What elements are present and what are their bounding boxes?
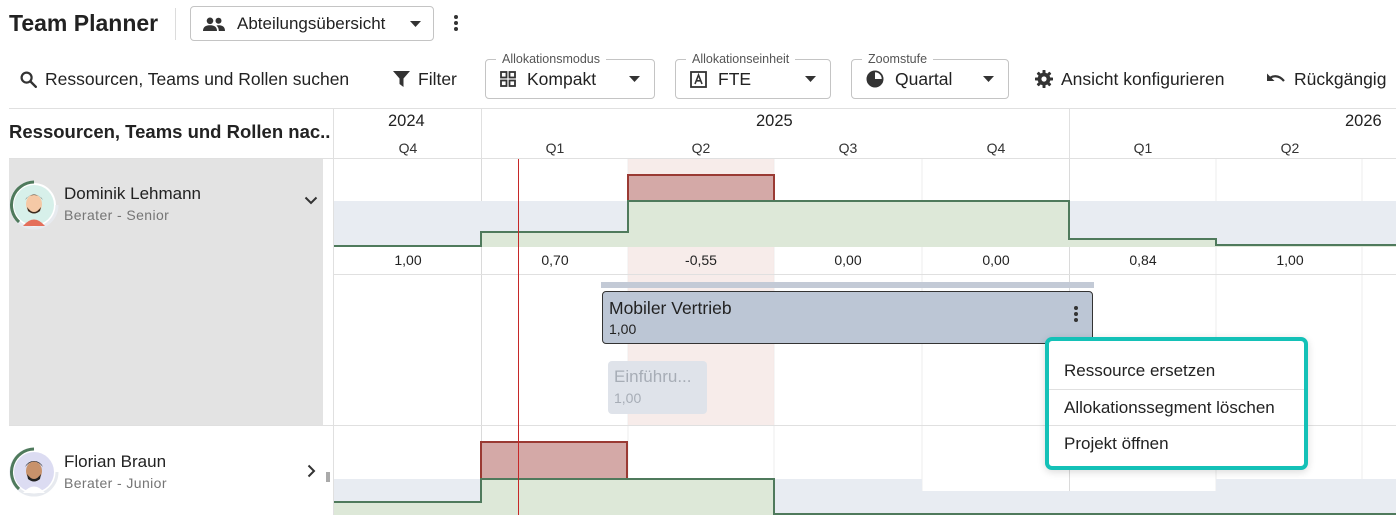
year-separator <box>481 108 482 158</box>
allocation-mode-legend: Allokationsmodus <box>496 52 606 66</box>
filter-label: Filter <box>418 68 457 89</box>
caret-down-icon <box>805 76 816 82</box>
allocation-unit-select[interactable]: Allokationseinheit FTE <box>675 52 831 99</box>
caret-down-icon <box>983 76 994 82</box>
resize-handle-icon[interactable] <box>326 472 330 482</box>
zoom-level-value: Quartal <box>895 68 953 89</box>
more-options-icon[interactable] <box>1074 306 1078 322</box>
undo-button[interactable]: Rückgängig <box>1266 65 1386 93</box>
app-title: Team Planner <box>9 10 159 36</box>
allocation-card-mobiler-vertrieb[interactable]: Mobiler Vertrieb 1,00 <box>602 291 1093 344</box>
zoom-level-legend: Zoomstufe <box>862 52 934 66</box>
availability-value: 1,00 <box>394 252 422 268</box>
allocation-project-name: Mobiler Vertrieb <box>609 298 732 318</box>
configure-view-label: Ansicht konfigurieren <box>1061 68 1225 89</box>
allocation-value: 1,00 <box>609 321 637 337</box>
zoom-level-select[interactable]: Zoomstufe Quartal <box>851 52 1009 99</box>
search-label: Ressourcen, Teams und Rollen suchen <box>45 68 350 89</box>
availability-value: -0,55 <box>685 252 717 268</box>
letter-a-box-icon <box>690 70 707 88</box>
view-selector-button[interactable]: Abteilungsübersicht <box>190 6 434 41</box>
menu-item-open-project[interactable]: Projekt öffnen <box>1049 425 1304 461</box>
quarter-label: Q2 <box>691 140 711 156</box>
resource-name: Dominik Lehmann <box>64 184 202 203</box>
quarter-label: Q1 <box>1133 140 1153 156</box>
menu-item-replace-resource[interactable]: Ressource ersetzen <box>1064 361 1216 380</box>
allocation-mode-value: Kompakt <box>527 68 597 89</box>
undo-label: Rückgängig <box>1294 68 1387 89</box>
year-label: 2026 <box>1345 112 1382 130</box>
availability-value: 1,00 <box>1276 252 1304 268</box>
row-separator <box>9 425 1396 426</box>
quarter-label: Q1 <box>545 140 565 156</box>
undo-icon <box>1266 72 1286 86</box>
caret-down-icon <box>410 20 421 27</box>
resource-row-dominik-lehmann[interactable] <box>9 159 323 425</box>
quarter-label: Q4 <box>398 140 418 156</box>
filter-icon <box>393 71 410 87</box>
search-button[interactable]: Ressourcen, Teams und Rollen suchen <box>20 65 349 93</box>
availability-value: 0,84 <box>1129 252 1157 268</box>
allocation-mode-select[interactable]: Allokationsmodus Kompakt <box>485 52 655 99</box>
pie-clock-icon <box>866 70 884 88</box>
grid-icon <box>500 71 516 87</box>
title-divider <box>175 8 176 40</box>
availability-value: 0,00 <box>834 252 862 268</box>
gear-icon <box>1035 70 1053 88</box>
avatar <box>9 447 59 497</box>
header-bottom-line <box>9 158 1396 159</box>
resource-column-header[interactable]: Ressourcen, Teams und Rollen nac... <box>9 121 331 142</box>
year-label: 2024 <box>388 112 425 130</box>
quarter-label: Q4 <box>986 140 1006 156</box>
availability-value: 0,00 <box>982 252 1010 268</box>
allocation-card-einfuehrung[interactable]: Einführu... 1,00 <box>608 361 707 414</box>
header-top-line <box>9 108 1396 109</box>
resource-role: Berater - Senior <box>64 207 170 223</box>
today-marker-line <box>518 159 519 515</box>
view-selector-label: Abteilungsübersicht <box>237 13 386 33</box>
resource-role: Berater - Junior <box>64 475 167 491</box>
capacity-chart-florian <box>334 426 1396 515</box>
allocation-unit-legend: Allokationseinheit <box>686 52 796 66</box>
caret-down-icon <box>629 76 640 82</box>
year-separator <box>1069 108 1070 158</box>
resource-column-divider <box>333 108 334 515</box>
year-label: 2025 <box>756 112 793 130</box>
context-menu: Ressource ersetzen Allokationssegment lö… <box>1045 337 1308 470</box>
more-options-icon[interactable] <box>446 12 466 34</box>
quarter-label: Q2 <box>1280 140 1300 156</box>
allocation-project-name: Einführu... <box>614 367 692 386</box>
menu-item-delete-segment[interactable]: Allokationssegment löschen <box>1049 389 1304 425</box>
chevron-down-icon[interactable] <box>304 196 318 205</box>
configure-view-button[interactable]: Ansicht konfigurieren <box>1035 65 1224 93</box>
avatar <box>9 180 59 230</box>
people-icon <box>203 17 225 31</box>
allocation-unit-value: FTE <box>718 68 752 89</box>
filter-button[interactable]: Filter <box>393 65 457 93</box>
resource-name: Florian Braun <box>64 452 167 471</box>
chevron-right-icon[interactable] <box>307 464 316 478</box>
availability-value: 0,70 <box>541 252 569 268</box>
quarter-label: Q3 <box>838 140 858 156</box>
search-icon <box>20 70 37 88</box>
allocation-value: 1,00 <box>614 390 642 406</box>
